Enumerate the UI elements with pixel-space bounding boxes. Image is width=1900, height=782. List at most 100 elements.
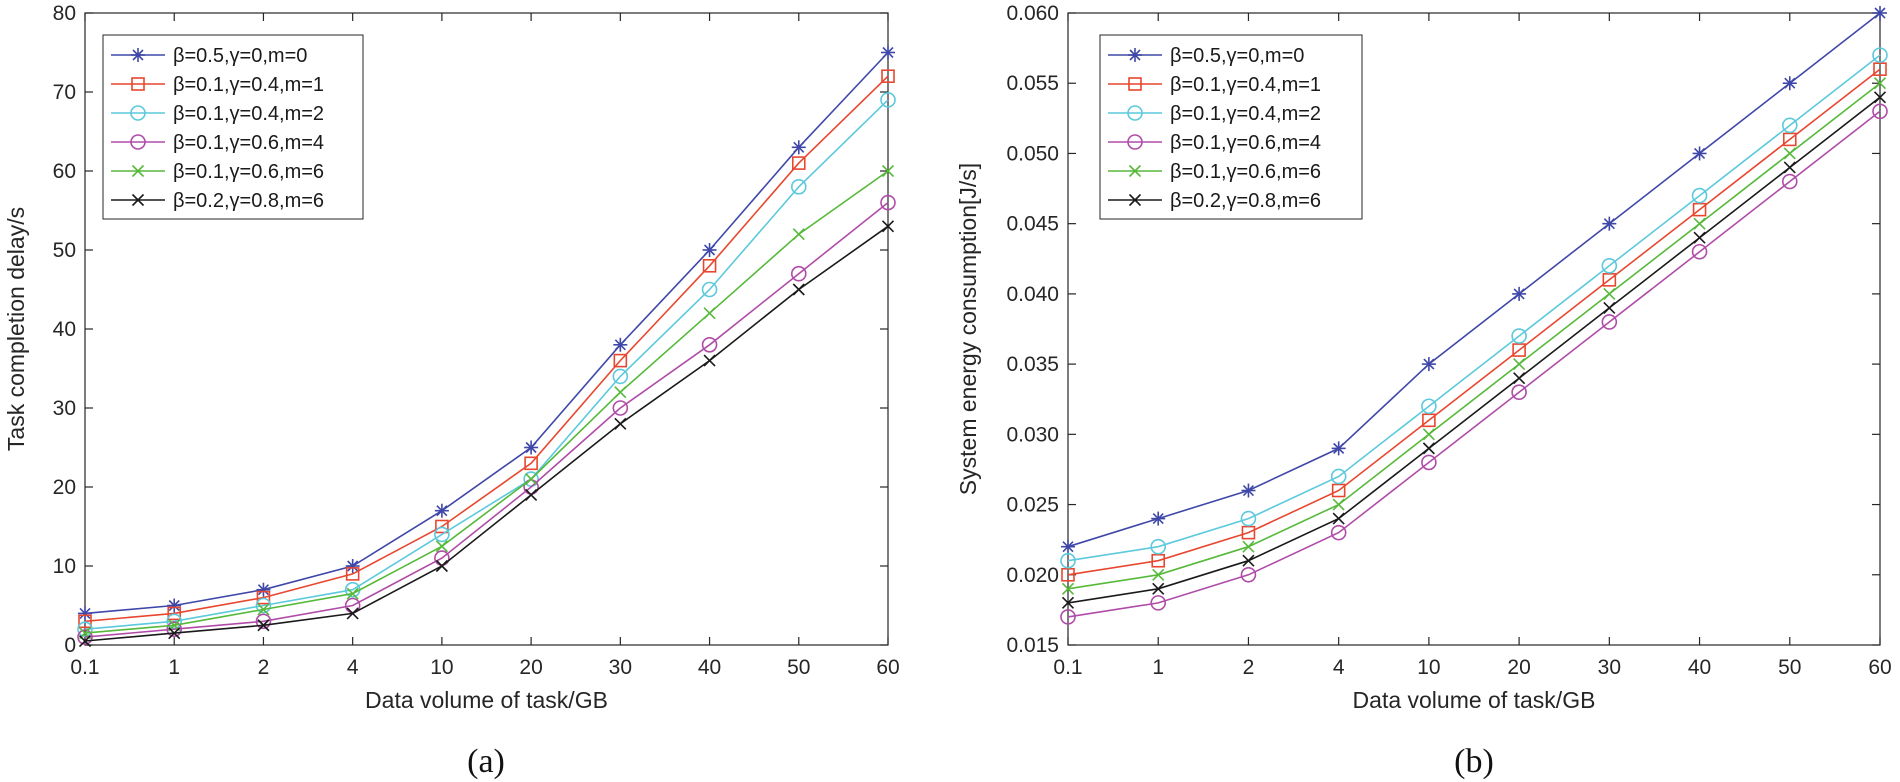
data-point <box>1331 483 1346 498</box>
data-point <box>346 587 359 600</box>
legend-marker <box>1127 105 1143 121</box>
series-1 <box>1061 6 1887 554</box>
data-point <box>1150 538 1167 555</box>
x-tick-label: 4 <box>347 656 359 679</box>
legend-label: β=0.5,γ=0,m=0 <box>1170 45 1304 67</box>
data-point <box>1332 498 1345 511</box>
x-tick-label: 30 <box>1598 656 1621 679</box>
data-point <box>166 621 183 638</box>
legend-label: β=0.1,γ=0.4,m=1 <box>173 74 324 96</box>
data-point <box>1150 595 1167 611</box>
data-point <box>1061 567 1075 582</box>
x-tick-label: 10 <box>1417 656 1440 679</box>
data-point <box>1151 553 1166 568</box>
x-tick-label: 50 <box>1778 656 1801 679</box>
data-point <box>525 473 538 486</box>
data-point <box>1872 103 1888 120</box>
series-line <box>1067 54 1881 562</box>
data-point <box>1873 62 1887 76</box>
y-axis-label: Task completion delay/s <box>3 207 29 451</box>
legend-label: β=0.1,γ=0.4,m=2 <box>1170 103 1321 125</box>
data-point <box>1513 358 1526 371</box>
series-line <box>1067 12 1881 548</box>
legend-marker <box>1127 134 1143 150</box>
data-point <box>434 503 449 518</box>
data-point <box>702 243 717 257</box>
legend-marker <box>1128 77 1142 91</box>
x-axis-label: Data volume of task/GB <box>365 687 608 713</box>
data-point <box>1782 76 1797 91</box>
chart-panel-b: 0.1 1 2 4 10 20 30 40 50 60 0.015 0.020 0.025 0.030 0.… <box>955 2 1892 780</box>
data-point <box>345 559 360 573</box>
data-point <box>1601 257 1618 274</box>
legend-marker <box>131 193 145 207</box>
data-point <box>1692 202 1707 217</box>
data-point <box>613 337 628 352</box>
data-point <box>1691 243 1708 260</box>
data-point <box>168 627 181 640</box>
data-point <box>346 607 359 620</box>
data-point <box>1422 428 1435 441</box>
data-point <box>1060 552 1076 569</box>
chart-panel-a: 0.1 1 2 4 10 20 30 40 50 60 0 10 20 30 40 50 60 70 80 Data … <box>3 2 900 780</box>
legend-marker <box>1128 193 1142 207</box>
series-4 <box>1060 103 1888 625</box>
data-point <box>1061 539 1075 554</box>
y-axis-label: System energy consumption[J/s] <box>955 163 981 495</box>
series-6 <box>1061 91 1887 609</box>
data-point <box>77 621 93 638</box>
y-tick-label: 30 <box>53 397 76 420</box>
legend-entry: β=0.5,γ=0,m=0 <box>1108 45 1304 67</box>
data-point <box>1152 582 1165 595</box>
data-point <box>1152 568 1165 581</box>
data-point <box>77 629 93 645</box>
legend-label: β=0.2,γ=0.8,m=6 <box>1170 190 1321 212</box>
y-tick-label: 80 <box>53 2 76 25</box>
x-tick-label: 30 <box>609 656 632 679</box>
x-tick-label: 40 <box>1688 656 1711 679</box>
legend-box <box>1099 34 1363 220</box>
series-line <box>84 170 889 634</box>
data-point <box>1242 554 1255 567</box>
legend-entry: β=0.5,γ=0,m=0 <box>111 45 307 67</box>
series-1 <box>78 45 895 621</box>
data-point <box>1782 132 1797 147</box>
data-point <box>435 519 449 534</box>
data-point <box>1421 357 1436 372</box>
legend: β=0.5,γ=0,m=0 β=0.1,γ=0.4,m=1 β=0.1,γ=0.4,… <box>1099 34 1363 220</box>
x-tick-label: 1 <box>1152 656 1164 679</box>
x-tick-label: 4 <box>1333 656 1345 679</box>
x-tick-label: 1 <box>168 656 180 679</box>
data-point <box>524 456 538 471</box>
data-point <box>791 156 806 170</box>
data-point <box>525 488 538 501</box>
legend-label: β=0.1,γ=0.6,m=6 <box>173 161 324 183</box>
data-point <box>257 603 270 616</box>
legend-label: β=0.1,γ=0.6,m=6 <box>1170 161 1321 183</box>
data-point <box>1511 328 1527 344</box>
series-5 <box>78 164 895 640</box>
y-tick-label: 20 <box>53 476 76 499</box>
legend-label: β=0.1,γ=0.6,m=4 <box>1170 132 1321 154</box>
legend-label: β=0.5,γ=0,m=0 <box>173 45 307 67</box>
data-point <box>1601 314 1618 330</box>
data-point <box>881 164 895 178</box>
legend-label: β=0.1,γ=0.6,m=4 <box>173 132 324 154</box>
data-point <box>880 194 896 211</box>
data-point <box>613 353 628 368</box>
data-point <box>701 336 718 353</box>
data-point <box>792 228 805 241</box>
data-point <box>1241 525 1256 540</box>
x-tick-label: 2 <box>258 656 270 679</box>
x-tick-label: 50 <box>787 656 810 679</box>
data-point <box>614 417 627 430</box>
data-point <box>701 281 718 298</box>
y-tick-label: 0.050 <box>1006 142 1059 165</box>
series-line <box>84 99 889 630</box>
data-point <box>1693 231 1706 244</box>
series-line <box>1067 110 1881 618</box>
data-point <box>1242 540 1255 553</box>
legend-marker <box>130 105 146 121</box>
data-point <box>1240 510 1257 527</box>
data-point <box>881 220 895 233</box>
